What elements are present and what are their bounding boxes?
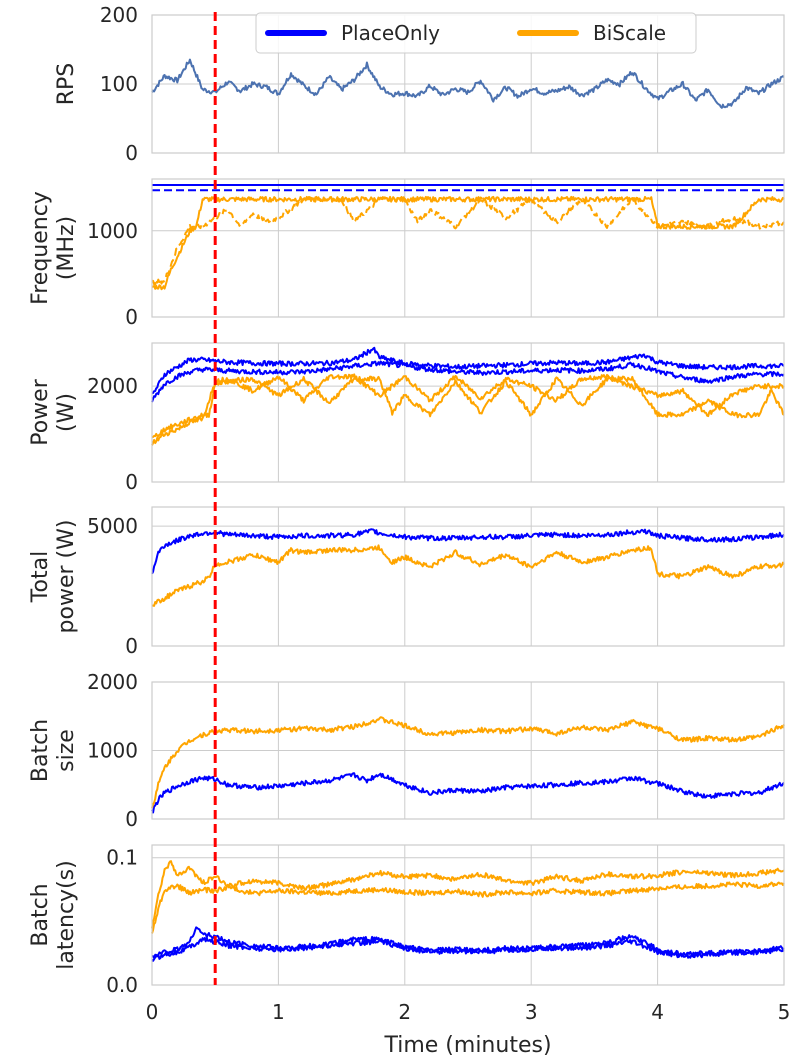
x-tick-label: 1 bbox=[272, 1000, 285, 1024]
series-line-biscale-gpu-b bbox=[151, 195, 785, 286]
y-axis-label: Batch bbox=[28, 719, 53, 782]
panel-rps: 0 100 200 RPS bbox=[54, 3, 785, 165]
legend-frame bbox=[255, 12, 697, 54]
y-axis-label: Frequency bbox=[28, 191, 53, 305]
y-tick-label: 2000 bbox=[87, 374, 138, 398]
x-tick-label: 0 bbox=[146, 1000, 159, 1024]
x-tick-label: 4 bbox=[651, 1000, 664, 1024]
y-axis-label: (W) bbox=[54, 393, 79, 432]
series-line-rps bbox=[151, 58, 785, 109]
panel-frequency: 0 1000 Frequency (MHz) bbox=[28, 178, 785, 329]
x-axis-ticks: 0 1 2 3 4 5 bbox=[146, 1000, 791, 1024]
y-axis-label: Total bbox=[28, 551, 53, 603]
panel-batch_size: 0 1000 2000 Batch size bbox=[28, 670, 785, 831]
y-tick-label: 0 bbox=[125, 305, 138, 329]
series-line-placeonly-gpu-a bbox=[151, 926, 785, 959]
y-tick-label: 1000 bbox=[87, 739, 138, 763]
y-axis-label: (MHz) bbox=[54, 216, 79, 280]
series-line-placeonly bbox=[151, 528, 785, 575]
panels: 0 100 200 RPS 0 1000 Frequency (MHz) 0 2000 Power(… bbox=[28, 3, 785, 997]
y-axis-label: power (W) bbox=[54, 520, 79, 634]
panel-batch_latency: 0.0 0.1 Batch latency(s) bbox=[28, 844, 785, 997]
x-tick-label: 3 bbox=[525, 1000, 538, 1024]
x-axis-label: Time (minutes) bbox=[383, 1033, 551, 1058]
series-line-biscale bbox=[151, 544, 785, 607]
y-tick-label: 0.1 bbox=[106, 846, 138, 870]
x-tick-label: 5 bbox=[778, 1000, 791, 1024]
y-tick-label: 0.0 bbox=[106, 973, 138, 997]
series-line-biscale-gpu-a bbox=[151, 375, 785, 439]
y-axis-label: latency(s) bbox=[54, 860, 79, 969]
series-line-placeonly-gpu-a bbox=[151, 346, 785, 395]
y-tick-label: 200 bbox=[100, 3, 138, 27]
panel-frame bbox=[151, 681, 785, 820]
series-line-placeonly-gpu-b bbox=[151, 936, 785, 962]
series-line-biscale-gpu-b bbox=[151, 373, 785, 446]
panel-frame bbox=[151, 342, 785, 483]
legend-label-biscale: BiScale bbox=[593, 21, 666, 45]
series-line-biscale bbox=[151, 716, 785, 809]
y-tick-label: 0 bbox=[125, 470, 138, 494]
y-tick-label: 100 bbox=[100, 72, 138, 96]
y-tick-label: 0 bbox=[125, 141, 138, 165]
panel-frame bbox=[151, 506, 785, 647]
panel-frame bbox=[151, 844, 785, 986]
legend-label-placeonly: PlaceOnly bbox=[341, 21, 440, 45]
y-axis-label: size bbox=[54, 729, 79, 772]
y-tick-label: 0 bbox=[125, 634, 138, 658]
panel-total_power: 0 5000 Total power (W) bbox=[28, 506, 785, 658]
panel-frame bbox=[151, 178, 785, 318]
series-line-biscale-gpu-a bbox=[151, 195, 785, 291]
y-tick-label: 0 bbox=[125, 807, 138, 831]
y-axis-label: RPS bbox=[54, 63, 79, 106]
y-tick-label: 5000 bbox=[87, 514, 138, 538]
panel-power: 0 2000 Power (W) bbox=[28, 342, 785, 494]
legend: PlaceOnly BiScale bbox=[255, 12, 697, 54]
series-line-biscale-gpu-a bbox=[151, 860, 785, 929]
series-line-placeonly bbox=[151, 772, 785, 814]
series-line-biscale-gpu-b bbox=[151, 881, 785, 934]
series-line-placeonly-gpu-b bbox=[151, 360, 785, 403]
y-tick-label: 1000 bbox=[87, 219, 138, 243]
y-tick-label: 2000 bbox=[87, 670, 138, 694]
x-tick-label: 2 bbox=[398, 1000, 411, 1024]
y-axis-label: Power bbox=[28, 378, 53, 445]
y-axis-label: Batch bbox=[28, 883, 53, 946]
